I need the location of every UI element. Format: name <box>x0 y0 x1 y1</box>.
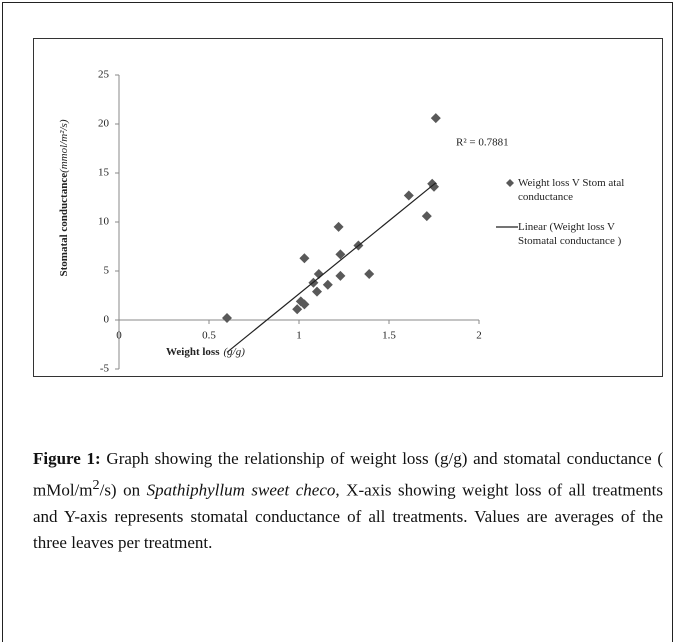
legend-label: Linear (Weight loss V Stomatal conductan… <box>518 221 622 247</box>
chart: Stomatal conductance(mmol/m²/s) Weight l… <box>58 69 518 375</box>
y-tick-label: 5 <box>104 265 110 277</box>
x-label-unit: (g/g) <box>223 346 245 358</box>
y-tick-label: 0 <box>104 314 110 326</box>
x-tick-label: 2 <box>476 330 482 342</box>
point <box>403 190 414 201</box>
x-tick-label: 1 <box>296 330 302 342</box>
caption-label: Figure 1: <box>33 449 101 468</box>
legend-label: Weight loss V Stom atal conductance <box>518 177 625 203</box>
point <box>299 253 310 264</box>
caption-text: /s) on <box>99 480 147 500</box>
point <box>430 113 441 124</box>
point <box>335 249 346 260</box>
chart-box <box>33 38 663 377</box>
y-tick-label: -5 <box>100 363 110 375</box>
x-tick-label: 0.5 <box>202 330 216 342</box>
r-squared: R² = 0.7881 <box>456 137 509 149</box>
point <box>333 221 344 232</box>
x-label-text: Weight loss <box>166 346 220 358</box>
caption-sup: 2 <box>92 477 100 493</box>
y-tick-label: 15 <box>98 167 110 179</box>
caption-text: Graph showing the relationship of weight… <box>33 449 663 500</box>
point <box>335 270 346 281</box>
point <box>429 181 439 192</box>
x-tick-label: 1.5 <box>382 330 396 342</box>
point <box>421 211 432 222</box>
caption: Figure 1: Graph showing the relationship… <box>33 446 663 556</box>
trend-line <box>226 182 437 353</box>
x-axis-label: Weight loss (g/g) <box>166 346 245 358</box>
point <box>292 304 303 315</box>
y-tick-label: 25 <box>98 69 110 81</box>
x-tick-label: 0 <box>116 330 122 342</box>
y-tick-label: 20 <box>98 118 110 130</box>
point <box>299 299 310 310</box>
point <box>322 279 333 290</box>
caption-species: Spathiphyllum sweet checo <box>146 480 336 500</box>
legend-key <box>506 179 514 187</box>
point <box>222 313 232 324</box>
point <box>364 268 375 279</box>
y-tick-label: 10 <box>98 216 110 228</box>
y-axis-label: Stomatal conductance(mmol/m²/s) <box>58 119 70 276</box>
point <box>312 286 322 297</box>
caption-text: , X-axis showing weight loss of all trea… <box>33 480 664 552</box>
y-label-text: Stomatal conductance <box>58 173 70 277</box>
y-label-unit: (mmol/m²/s) <box>58 119 70 173</box>
